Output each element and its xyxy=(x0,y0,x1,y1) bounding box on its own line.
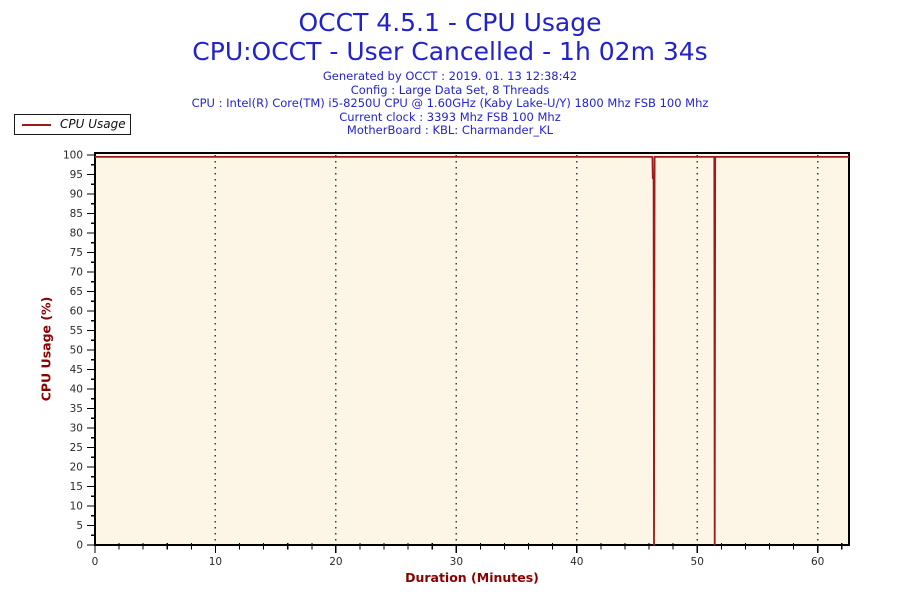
report-subtitle: CPU:OCCT - User Cancelled - 1h 02m 34s xyxy=(192,37,708,66)
y-tick-label: 45 xyxy=(70,364,83,376)
info-line-cpu: CPU : Intel(R) Core(TM) i5-8250U CPU @ 1… xyxy=(191,96,709,111)
report-info-block: Generated by OCCT : 2019. 01. 13 12:38:4… xyxy=(0,69,900,138)
y-tick-label: 25 xyxy=(70,442,83,454)
y-tick-label: 70 xyxy=(70,267,83,279)
y-tick-label: 35 xyxy=(70,403,83,415)
y-tick-label: 90 xyxy=(70,189,83,201)
plot-border xyxy=(94,152,850,546)
y-tick-label: 60 xyxy=(70,306,83,318)
y-tick-label: 15 xyxy=(70,481,83,493)
x-tick-label: 30 xyxy=(450,556,463,568)
x-tick-label: 60 xyxy=(811,556,824,568)
x-tick-label: 50 xyxy=(691,556,704,568)
x-tick-label: 10 xyxy=(209,556,222,568)
legend-label: CPU Usage xyxy=(60,116,126,131)
y-tick-label: 75 xyxy=(70,247,83,259)
y-tick-label: 5 xyxy=(76,520,83,532)
info-line-clock: Current clock : 3393 Mhz FSB 100 Mhz xyxy=(339,109,561,124)
y-tick-label: 10 xyxy=(70,501,83,513)
x-axis-title: Duration (Minutes) xyxy=(405,570,539,585)
report-title: OCCT 4.5.1 - CPU Usage xyxy=(298,8,602,37)
info-line-config: Config : Large Data Set, 8 Threads xyxy=(350,82,550,97)
info-line-motherboard: MotherBoard : KBL: Charmander_KL xyxy=(346,123,554,138)
y-tick-label: 65 xyxy=(70,286,83,298)
y-tick-label: 55 xyxy=(70,325,83,337)
y-tick-label: 80 xyxy=(70,228,83,240)
x-tick-label: 20 xyxy=(329,556,342,568)
y-tick-label: 100 xyxy=(63,150,83,162)
plot-area xyxy=(95,153,849,545)
info-line-generated: Generated by OCCT : 2019. 01. 13 12:38:4… xyxy=(322,69,578,83)
y-tick-label: 50 xyxy=(70,345,83,357)
y-tick-label: 40 xyxy=(70,384,83,396)
y-tick-label: 30 xyxy=(70,423,83,435)
y-tick-label: 20 xyxy=(70,462,83,474)
y-tick-label: 95 xyxy=(70,169,83,181)
y-tick-label: 85 xyxy=(70,208,83,220)
x-tick-label: 0 xyxy=(92,556,99,568)
y-axis-title: CPU Usage (%) xyxy=(38,296,54,402)
series-line-cpu-usage xyxy=(95,155,849,546)
legend-line-swatch xyxy=(22,123,51,126)
legend: CPU Usage xyxy=(14,114,131,135)
x-tick-label: 40 xyxy=(570,556,583,568)
y-tick-label: 0 xyxy=(76,540,83,552)
